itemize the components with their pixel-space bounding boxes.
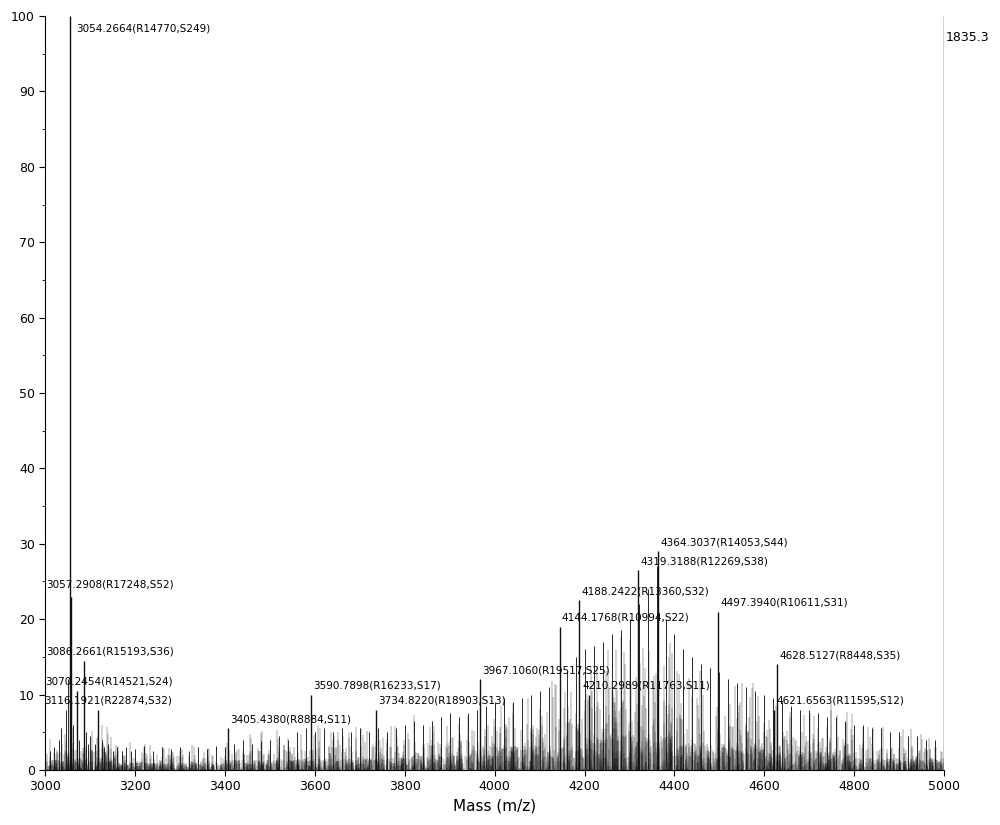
Text: 4144.1768(R10994,S22): 4144.1768(R10994,S22)	[562, 613, 690, 623]
Text: 4628.5127(R8448,S35): 4628.5127(R8448,S35)	[779, 651, 901, 661]
X-axis label: Mass (m/z): Mass (m/z)	[453, 799, 536, 814]
Text: 4210.2989(R11763,S11): 4210.2989(R11763,S11)	[583, 681, 710, 691]
Text: 4497.3940(R10611,S31): 4497.3940(R10611,S31)	[721, 598, 848, 608]
Text: 4364.3037(R14053,S44): 4364.3037(R14053,S44)	[661, 538, 788, 548]
Text: 3590.7898(R16233,S17): 3590.7898(R16233,S17)	[313, 681, 441, 691]
Text: 1835.3: 1835.3	[945, 31, 989, 45]
Text: 3070.2454(R14521,S24): 3070.2454(R14521,S24)	[46, 677, 173, 687]
Text: 3967.1060(R19517,S25): 3967.1060(R19517,S25)	[482, 666, 610, 676]
Text: 3116.1921(R22874,S32): 3116.1921(R22874,S32)	[44, 695, 172, 706]
Text: 3057.2908(R17248,S52): 3057.2908(R17248,S52)	[46, 579, 174, 589]
Text: 4188.2422(R13360,S32): 4188.2422(R13360,S32)	[582, 587, 709, 596]
Text: 4319.3188(R12269,S38): 4319.3188(R12269,S38)	[640, 556, 768, 567]
Text: 3054.2664(R14770,S249): 3054.2664(R14770,S249)	[77, 24, 211, 34]
Text: 3734.8220(R18903,S13): 3734.8220(R18903,S13)	[378, 695, 505, 706]
Text: 3086.2661(R15193,S36): 3086.2661(R15193,S36)	[46, 647, 174, 657]
Text: 4621.6563(R11595,S12): 4621.6563(R11595,S12)	[776, 695, 904, 706]
Text: 3405.4380(R8884,S11): 3405.4380(R8884,S11)	[230, 714, 351, 724]
